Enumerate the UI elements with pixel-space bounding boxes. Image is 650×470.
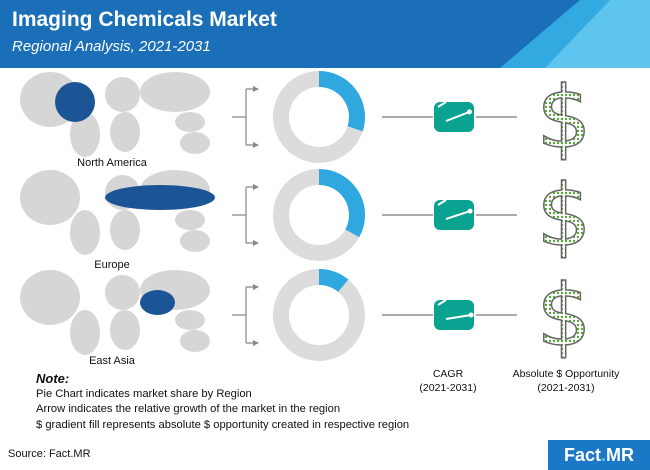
bracket-lines <box>232 286 258 344</box>
note-line-dollar: $ gradient fill represents absolute $ op… <box>36 418 410 431</box>
cagr-label: CAGR <box>432 368 464 380</box>
donut-share-europe <box>318 169 365 238</box>
factmr-logo: Fact.MR <box>548 440 650 470</box>
opportunity-column-label: Absolute $ Opportunity (2021-2031) <box>500 367 632 395</box>
dollar-icon-north-america: $ <box>536 67 592 169</box>
donut-share-east-asia <box>318 269 349 293</box>
note-block: Note: Pie Chart indicates market share b… <box>36 371 409 433</box>
map-landmass <box>20 270 80 325</box>
cagr-box-east-asia <box>434 300 474 330</box>
map-landmass <box>20 170 80 225</box>
growth-arrow-icon <box>445 210 471 220</box>
map-landmass <box>140 72 210 112</box>
growth-arrow-icon <box>445 110 470 122</box>
region-label-north-america: North America <box>77 157 147 169</box>
map-highlight-north-america <box>55 82 95 122</box>
note-line-arrow: Arrow indicates the relative growth of t… <box>36 403 341 415</box>
cagr-box-notch <box>437 199 447 206</box>
map-landmass <box>110 310 140 350</box>
dollar-icon-east-asia: $ <box>536 265 592 367</box>
map-landmass <box>110 210 140 250</box>
region-row-europe: $ <box>20 165 592 267</box>
dollar-glyph: $ <box>537 266 592 366</box>
map-landmass <box>180 132 210 154</box>
dollar-glyph: $ <box>537 166 592 266</box>
bracket-lines <box>232 186 258 244</box>
growth-arrow-head <box>468 312 474 318</box>
map-landmass <box>110 112 140 152</box>
map-landmass <box>180 230 210 252</box>
bracket-arrowhead <box>253 340 259 346</box>
opportunity-period: (2021-2031) <box>537 382 595 394</box>
cagr-period: (2021-2031) <box>419 382 477 394</box>
cagr-box-notch <box>437 101 447 108</box>
bracket-arrowhead <box>253 240 259 246</box>
cagr-box-europe <box>434 200 474 230</box>
region-label-east-asia: East Asia <box>89 355 135 367</box>
map-landmass <box>70 310 100 355</box>
donut-share-north-america <box>318 71 365 132</box>
map-highlight-europe <box>105 185 215 210</box>
map-landmass <box>105 77 140 112</box>
growth-arrow-head <box>467 208 473 214</box>
map-landmass <box>175 210 205 230</box>
map-landmass <box>70 210 100 255</box>
region-row-north-america: $ <box>20 67 592 169</box>
logo-dot: . <box>601 445 607 465</box>
map-landmass <box>180 330 210 352</box>
note-title: Note: <box>36 371 70 386</box>
cagr-column-label: CAGR (2021-2031) <box>408 367 488 395</box>
header-banner: Imaging Chemicals Market Regional Analys… <box>0 0 650 68</box>
donut-background-east-asia <box>273 269 365 361</box>
map-landmass <box>175 310 205 330</box>
source-text: Source: Fact.MR <box>8 448 91 460</box>
map-landmass <box>70 112 100 157</box>
header-background <box>0 0 650 68</box>
bracket-lines <box>232 88 258 146</box>
growth-arrow-head <box>466 109 472 115</box>
logo-main: Fact <box>563 445 601 465</box>
map-landmass <box>105 275 140 310</box>
bracket-arrowhead <box>253 142 259 148</box>
bracket-arrowhead <box>253 284 259 290</box>
world-map-europe <box>20 170 215 255</box>
dollar-glyph: $ <box>537 68 592 168</box>
world-map-north-america <box>20 72 210 157</box>
opportunity-label: Absolute $ Opportunity <box>512 368 620 380</box>
region-row-east-asia: $ <box>20 265 592 367</box>
region-label-europe: Europe <box>94 259 130 271</box>
page-title: Imaging Chemicals Market <box>12 8 277 31</box>
bracket-arrowhead <box>253 86 259 92</box>
growth-arrow-icon <box>445 314 472 320</box>
map-highlight-east-asia <box>140 290 175 315</box>
world-map-east-asia <box>20 270 210 355</box>
page-subtitle: Regional Analysis, 2021-2031 <box>12 38 211 55</box>
dollar-icon-europe: $ <box>536 165 592 267</box>
logo-suffix: MR <box>606 445 635 465</box>
cagr-box-notch <box>437 299 447 306</box>
map-landmass <box>175 112 205 132</box>
note-line-pie: Pie Chart indicates market share by Regi… <box>36 387 252 400</box>
bracket-arrowhead <box>253 184 259 190</box>
